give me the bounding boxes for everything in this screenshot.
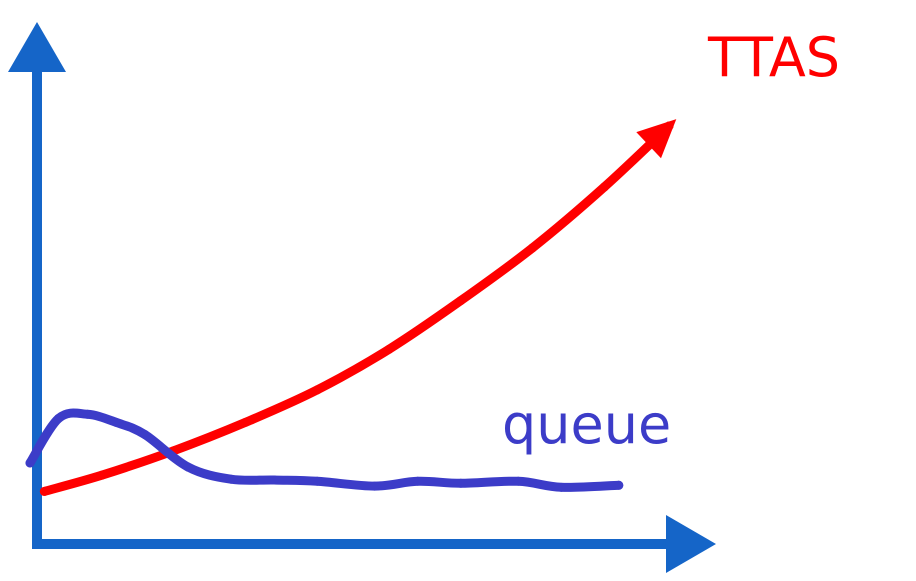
data-point-ttas-7	[528, 243, 538, 253]
data-point-queue-10	[413, 476, 423, 486]
data-point-queue-13	[556, 482, 566, 492]
series-label-queue: queue	[502, 393, 671, 456]
data-point-ttas-0	[39, 486, 49, 496]
arrowhead-icon-ttas	[636, 119, 677, 159]
series-label-ttas: TTAS	[707, 26, 840, 89]
x-axis-arrow-icon	[666, 515, 716, 573]
data-point-queue-1	[54, 413, 64, 423]
data-point-ttas-3	[240, 417, 250, 427]
data-point-ttas-1	[97, 470, 107, 480]
data-point-ttas-4	[312, 385, 322, 395]
data-point-queue-11	[456, 478, 466, 488]
data-point-ttas-5	[384, 344, 394, 354]
data-point-queue-14	[614, 480, 624, 490]
data-point-queue-5	[183, 462, 193, 472]
series-line-ttas	[39, 121, 674, 496]
data-point-ttas-6	[456, 296, 466, 306]
data-point-ttas-8	[599, 182, 609, 192]
data-point-queue-3	[111, 417, 121, 427]
axes	[8, 22, 716, 573]
data-point-queue-7	[269, 475, 279, 485]
data-point-queue-8	[312, 476, 322, 486]
data-point-queue-0	[25, 458, 35, 468]
data-point-queue-4	[140, 430, 150, 440]
data-point-queue-9	[370, 481, 380, 491]
y-axis-arrow-icon	[8, 22, 66, 72]
data-point-queue-12	[513, 476, 523, 486]
data-point-queue-6	[226, 474, 236, 484]
series-layer	[25, 119, 677, 496]
data-point-queue-2	[82, 409, 92, 419]
